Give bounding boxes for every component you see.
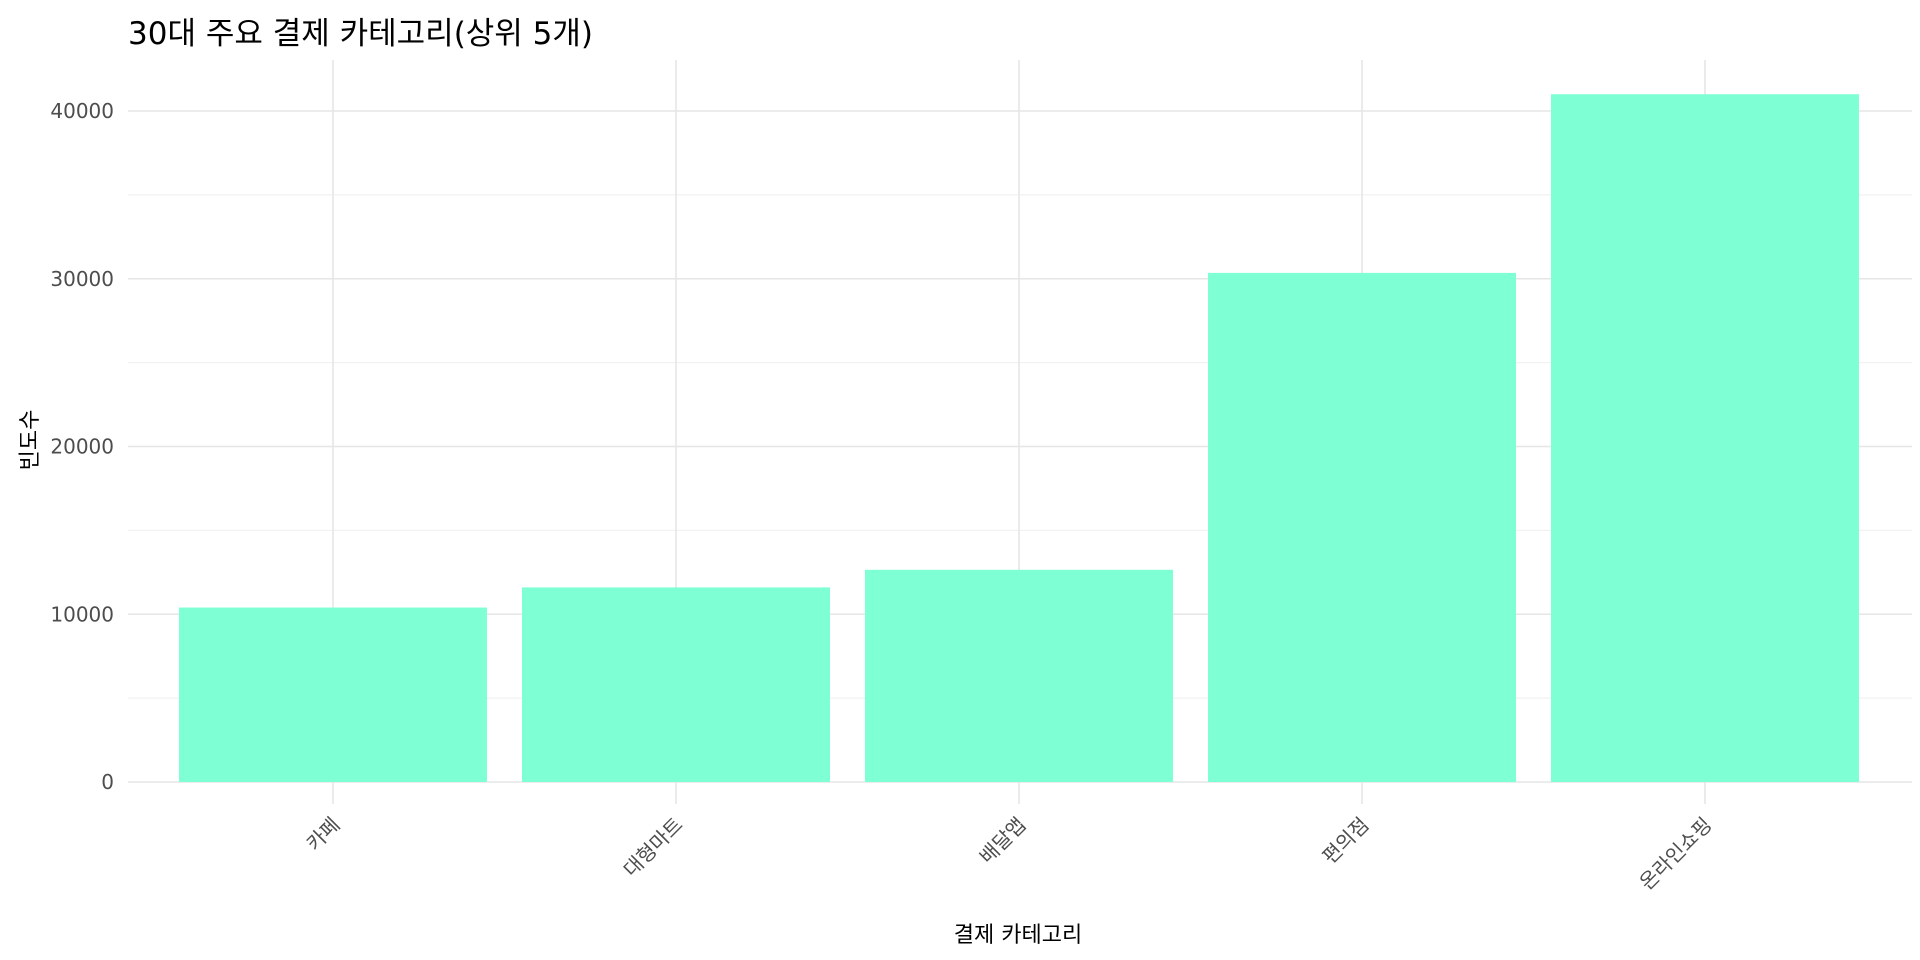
y-tick-label: 30000 <box>50 267 114 291</box>
x-tick-label: 배달앱 <box>975 813 1031 869</box>
bar-카페 <box>179 607 487 782</box>
y-axis-title: 빈도수 <box>18 410 43 471</box>
y-tick-label: 40000 <box>50 99 114 123</box>
x-tick-label: 카페 <box>302 813 345 856</box>
y-tick-label: 20000 <box>50 435 114 459</box>
bar-layer <box>179 94 1859 783</box>
bar-대형마트 <box>522 587 830 782</box>
bar-배달앱 <box>865 569 1173 782</box>
y-axis-ticks: 0 10000 20000 30000 40000 <box>50 99 114 794</box>
bar-온라인쇼핑 <box>1551 94 1859 783</box>
x-tick-label: 편의점 <box>1318 813 1374 869</box>
y-tick-label: 0 <box>101 770 114 794</box>
chart-title: 30대 주요 결제 카테고리(상위 5개) <box>128 16 594 52</box>
x-tick-label: 대형마트 <box>619 813 688 882</box>
x-tick-label: 온라인쇼핑 <box>1635 813 1717 895</box>
y-tick-label: 10000 <box>50 602 114 626</box>
bar-편의점 <box>1208 272 1516 782</box>
x-axis-ticks: 카페 대형마트 배달앱 편의점 온라인쇼핑 <box>302 813 1717 895</box>
x-axis-title: 결제 카테고리 <box>954 923 1082 948</box>
